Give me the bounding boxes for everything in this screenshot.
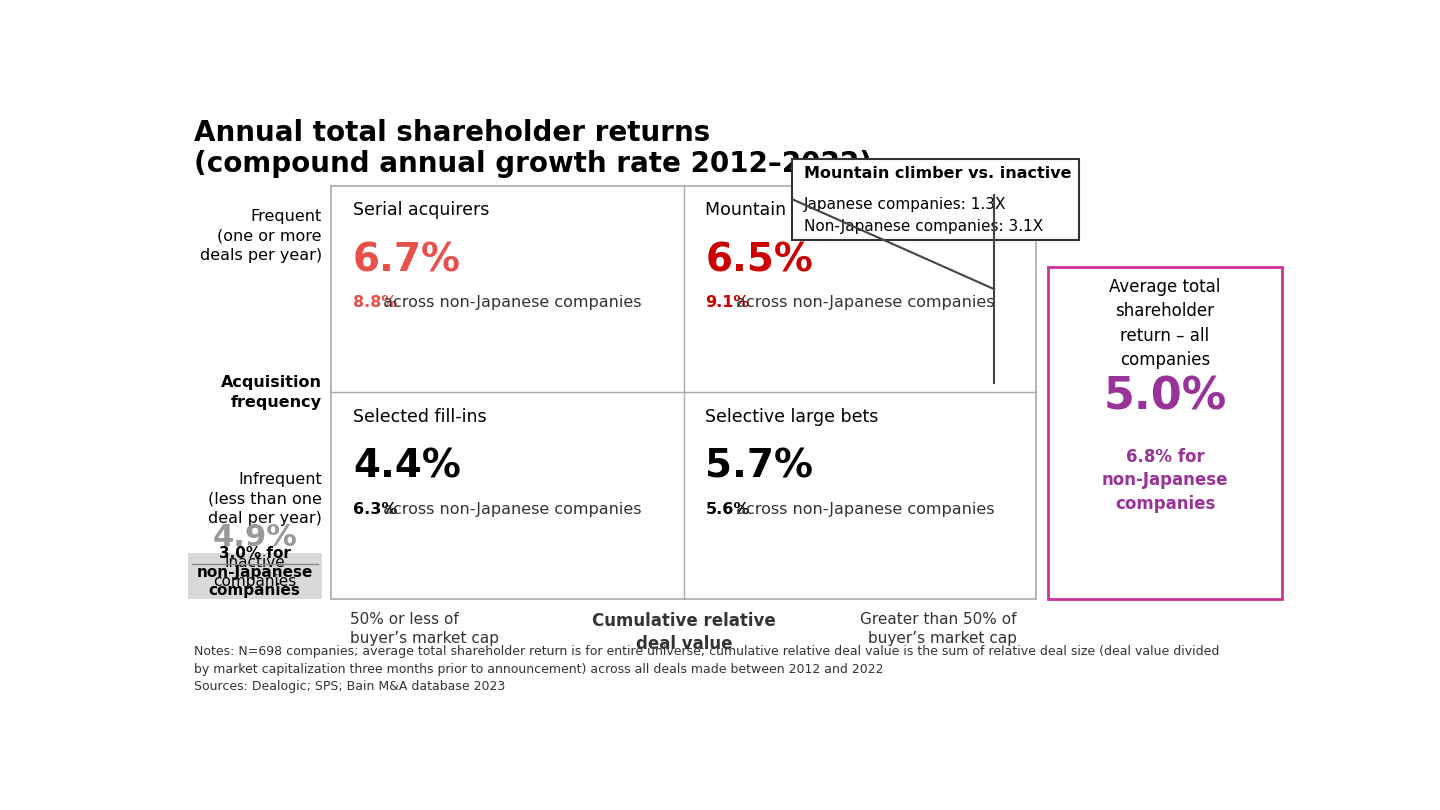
Text: 4.4%: 4.4% [353,448,461,486]
Text: 6.8% for
non-Japanese
companies: 6.8% for non-Japanese companies [1102,448,1228,513]
Text: Inactive
companies: Inactive companies [213,556,297,589]
Text: 5.6%: 5.6% [706,502,750,517]
Text: 6.5%: 6.5% [706,241,814,279]
Text: 3.0% for
non-Japanese
companies: 3.0% for non-Japanese companies [197,546,312,599]
Text: across non-Japanese companies: across non-Japanese companies [379,295,642,310]
Bar [792,159,1079,240]
Text: across non-Japanese companies: across non-Japanese companies [732,502,995,517]
Text: 6.7%: 6.7% [353,241,461,279]
Bar [1048,266,1282,599]
Text: Notes: N=698 companies; average total shareholder return is for entire universe;: Notes: N=698 companies; average total sh… [194,646,1220,693]
Text: Serial acquirers: Serial acquirers [353,201,490,220]
Text: Cumulative relative
deal value: Cumulative relative deal value [592,612,776,653]
Text: 5.0%: 5.0% [1103,376,1227,419]
Text: Acquisition
frequency: Acquisition frequency [220,375,321,410]
Text: Frequent
(one or more
deals per year): Frequent (one or more deals per year) [200,208,321,263]
Text: Infrequent
(less than one
deal per year): Infrequent (less than one deal per year) [207,472,321,526]
Text: 4.9%: 4.9% [212,523,297,552]
Text: Greater than 50% of
buyer’s market cap: Greater than 50% of buyer’s market cap [861,612,1017,646]
Text: Non-Japanese companies: 3.1X: Non-Japanese companies: 3.1X [804,219,1043,234]
Text: 9.1%: 9.1% [706,295,750,310]
Text: (compound annual growth rate 2012–2022): (compound annual growth rate 2012–2022) [194,150,873,177]
Bar [187,553,321,599]
Text: Annual total shareholder returns: Annual total shareholder returns [194,119,710,147]
Text: Mountain climber vs. inactive: Mountain climber vs. inactive [804,167,1071,181]
Text: 8.8%: 8.8% [353,295,397,310]
Text: Selective large bets: Selective large bets [706,408,878,426]
Text: Average total
shareholder
return – all
companies: Average total shareholder return – all c… [1109,278,1221,369]
Text: across non-Japanese companies: across non-Japanese companies [732,295,995,310]
Text: Japanese companies: 1.3X: Japanese companies: 1.3X [804,198,1007,212]
Text: 5.7%: 5.7% [706,448,814,486]
Text: Selected fill-ins: Selected fill-ins [353,408,487,426]
Bar [331,185,1037,599]
Text: 6.3%: 6.3% [353,502,397,517]
Text: across non-Japanese companies: across non-Japanese companies [379,502,642,517]
Text: 50% or less of
buyer’s market cap: 50% or less of buyer’s market cap [350,612,500,646]
Text: Mountain climbers: Mountain climbers [706,201,867,220]
